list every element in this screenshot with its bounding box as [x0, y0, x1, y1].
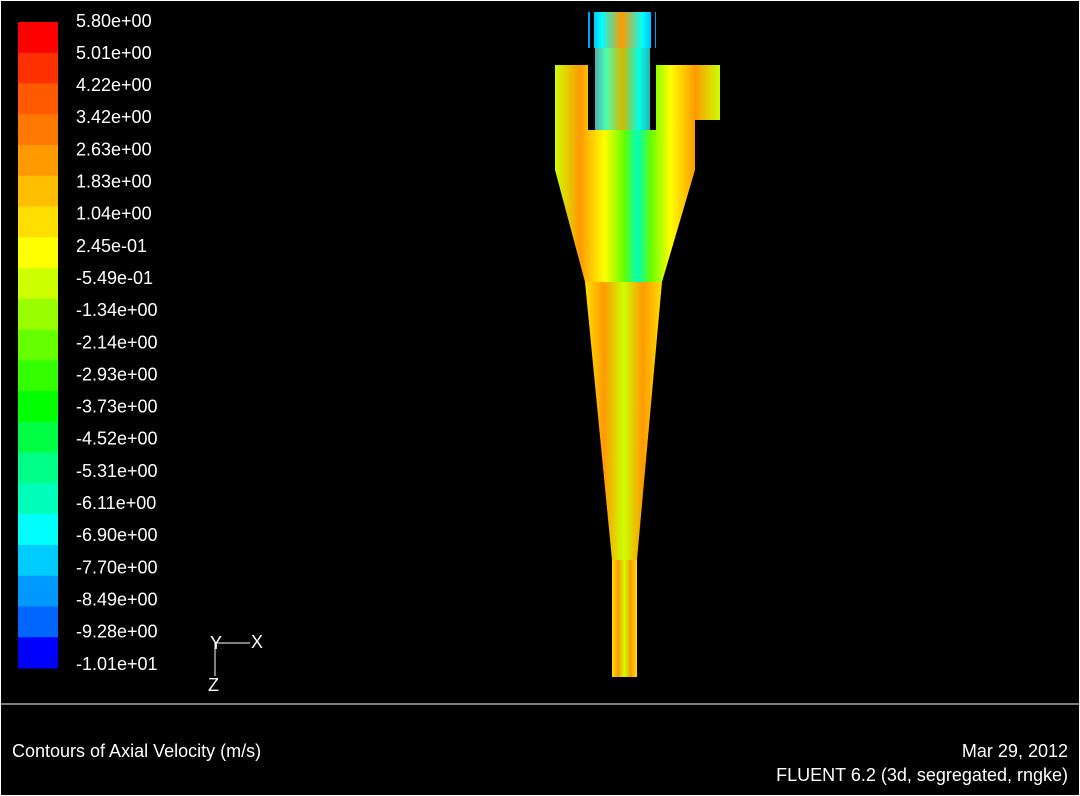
color-swatch: [18, 298, 58, 331]
color-swatch: [18, 391, 58, 423]
color-swatch: [18, 83, 58, 115]
color-swatch: [18, 483, 58, 515]
color-swatch: [18, 22, 58, 54]
legend-label: -4.52e+00: [76, 429, 158, 449]
legend-label: -6.90e+00: [76, 525, 158, 545]
legend-label: 2.63e+00: [76, 139, 152, 159]
color-swatch: [18, 268, 58, 300]
color-swatch: [18, 237, 58, 269]
legend-label: -7.70e+00: [76, 557, 158, 577]
color-swatch: [18, 175, 58, 208]
color-swatch: [18, 544, 58, 577]
legend-label: -6.11e+00: [76, 493, 156, 513]
color-swatch: [18, 52, 58, 85]
legend-label: -5.49e-01: [76, 268, 153, 288]
footer-date: Mar 29, 2012: [962, 741, 1068, 761]
legend-label: -2.93e+00: [76, 364, 158, 384]
axis-label: Z: [208, 675, 219, 695]
color-swatch: [18, 421, 58, 454]
legend-label: 5.80e+00: [76, 11, 152, 31]
axis-label: X: [251, 632, 263, 652]
legend-label: 5.01e+00: [76, 43, 152, 63]
legend-label: -8.49e+00: [76, 589, 158, 609]
legend-label: -1.34e+00: [76, 300, 158, 320]
legend-label: -5.31e+00: [76, 461, 158, 481]
legend-label: 4.22e+00: [76, 75, 152, 95]
color-swatch: [18, 360, 58, 392]
color-swatch: [18, 452, 58, 484]
color-swatch: [18, 637, 58, 669]
legend-label: 3.42e+00: [76, 107, 152, 127]
color-swatch: [18, 114, 58, 146]
legend-label: 1.83e+00: [76, 172, 152, 192]
footer-software: FLUENT 6.2 (3d, segregated, rngke): [776, 765, 1068, 785]
color-swatch: [18, 606, 58, 638]
legend-label: -9.28e+00: [76, 622, 158, 642]
axis-triad: Y X Z: [208, 632, 263, 695]
legend-label: 1.04e+00: [76, 204, 152, 224]
cyclone-contour: [555, 12, 720, 677]
axis-label: Y: [210, 633, 222, 653]
legend-label: -3.73e+00: [76, 397, 158, 417]
footer-title: Contours of Axial Velocity (m/s): [12, 741, 261, 761]
color-swatch: [18, 206, 58, 238]
legend-label: 2.45e-01: [76, 236, 147, 256]
legend-label: -2.14e+00: [76, 332, 158, 352]
color-swatch: [18, 575, 58, 607]
color-swatch: [18, 514, 58, 546]
color-swatch: [18, 329, 58, 361]
color-swatch: [18, 145, 58, 177]
legend-label: -1.01e+01: [76, 654, 158, 674]
